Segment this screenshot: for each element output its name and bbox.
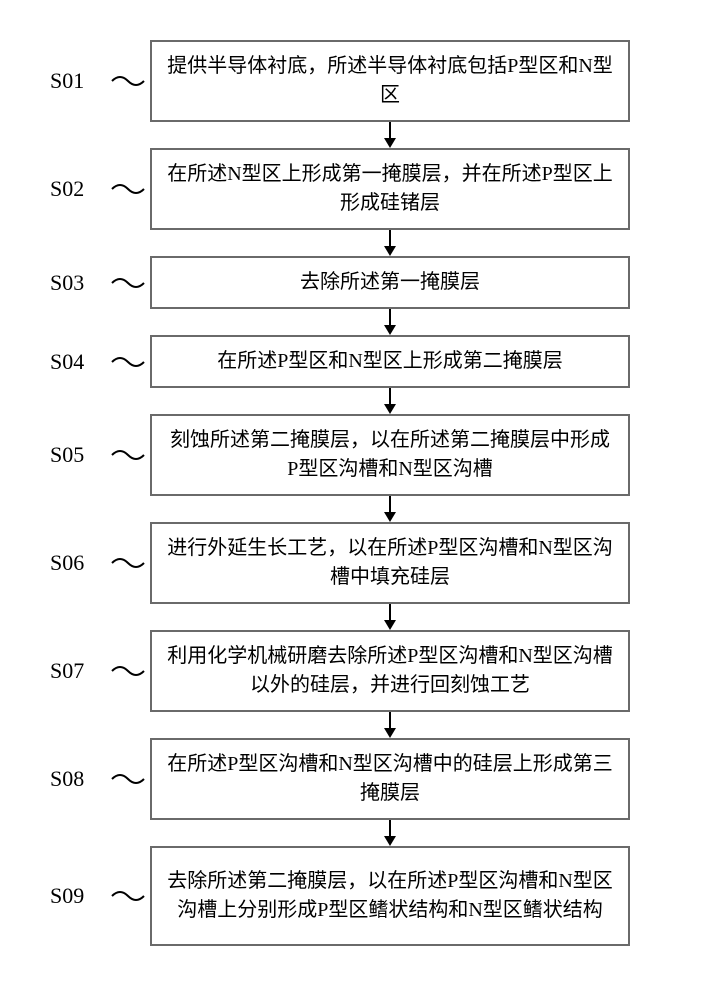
step-row: S09去除所述第二掩膜层，以在所述P型区沟槽和N型区沟槽上分别形成P型区鳍状结构… [50,846,670,946]
step-row: S03去除所述第一掩膜层 [50,256,670,309]
step-row: S07利用化学机械研磨去除所述P型区沟槽和N型区沟槽以外的硅层，并进行回刻蚀工艺 [50,630,670,712]
step-text: 在所述N型区上形成第一掩膜层，并在所述P型区上形成硅锗层 [166,160,614,218]
connector-curve-icon [120,174,150,204]
connector-curve-icon [120,440,150,470]
step-box: 在所述N型区上形成第一掩膜层，并在所述P型区上形成硅锗层 [150,148,630,230]
arrow-down-icon [150,496,630,522]
step-text: 进行外延生长工艺，以在所述P型区沟槽和N型区沟槽中填充硅层 [166,534,614,592]
arrow-down-icon [150,309,630,335]
step-text: 在所述P型区和N型区上形成第二掩膜层 [217,347,563,376]
connector-curve-icon [120,548,150,578]
flowchart-container: S01提供半导体衬底，所述半导体衬底包括P型区和N型区 S02在所述N型区上形成第… [0,0,720,986]
step-row: S05刻蚀所述第二掩膜层，以在所述第二掩膜层中形成P型区沟槽和N型区沟槽 [50,414,670,496]
step-text: 提供半导体衬底，所述半导体衬底包括P型区和N型区 [166,52,614,110]
arrow-down-icon [150,820,630,846]
step-box: 提供半导体衬底，所述半导体衬底包括P型区和N型区 [150,40,630,122]
arrow-down-icon [150,604,630,630]
step-box: 在所述P型区和N型区上形成第二掩膜层 [150,335,630,388]
step-text: 在所述P型区沟槽和N型区沟槽中的硅层上形成第三掩膜层 [166,750,614,808]
step-row: S01提供半导体衬底，所述半导体衬底包括P型区和N型区 [50,40,670,122]
step-box: 去除所述第二掩膜层，以在所述P型区沟槽和N型区沟槽上分别形成P型区鳍状结构和N型… [150,846,630,946]
connector-curve-icon [120,66,150,96]
step-box: 利用化学机械研磨去除所述P型区沟槽和N型区沟槽以外的硅层，并进行回刻蚀工艺 [150,630,630,712]
step-text: 利用化学机械研磨去除所述P型区沟槽和N型区沟槽以外的硅层，并进行回刻蚀工艺 [166,642,614,700]
connector-curve-icon [120,347,150,377]
step-text: 刻蚀所述第二掩膜层，以在所述第二掩膜层中形成P型区沟槽和N型区沟槽 [166,426,614,484]
step-row: S06进行外延生长工艺，以在所述P型区沟槽和N型区沟槽中填充硅层 [50,522,670,604]
connector-curve-icon [120,656,150,686]
step-row: S08在所述P型区沟槽和N型区沟槽中的硅层上形成第三掩膜层 [50,738,670,820]
step-box: 去除所述第一掩膜层 [150,256,630,309]
step-text: 去除所述第二掩膜层，以在所述P型区沟槽和N型区沟槽上分别形成P型区鳍状结构和N型… [166,867,614,925]
connector-curve-icon [120,764,150,794]
step-row: S02在所述N型区上形成第一掩膜层，并在所述P型区上形成硅锗层 [50,148,670,230]
arrow-down-icon [150,230,630,256]
arrow-down-icon [150,122,630,148]
step-text: 去除所述第一掩膜层 [300,268,480,297]
connector-curve-icon [120,268,150,298]
arrow-down-icon [150,712,630,738]
step-box: 进行外延生长工艺，以在所述P型区沟槽和N型区沟槽中填充硅层 [150,522,630,604]
connector-curve-icon [120,881,150,911]
step-box: 在所述P型区沟槽和N型区沟槽中的硅层上形成第三掩膜层 [150,738,630,820]
step-box: 刻蚀所述第二掩膜层，以在所述第二掩膜层中形成P型区沟槽和N型区沟槽 [150,414,630,496]
arrow-down-icon [150,388,630,414]
step-row: S04在所述P型区和N型区上形成第二掩膜层 [50,335,670,388]
